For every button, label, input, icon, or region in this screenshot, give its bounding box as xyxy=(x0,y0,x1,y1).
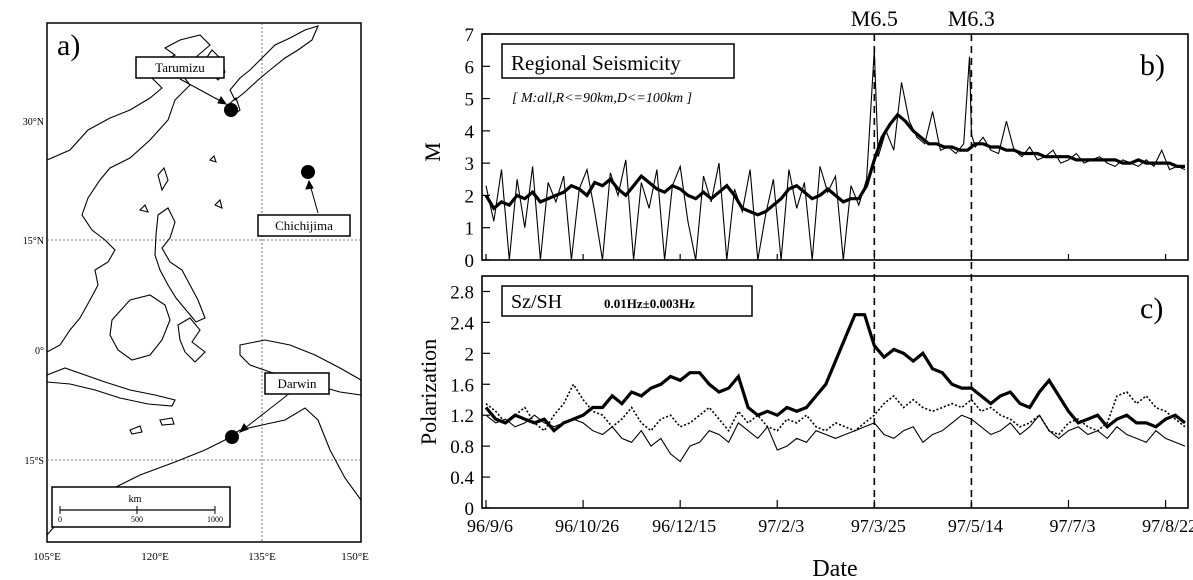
x-tick-label: 97/3/25 xyxy=(851,516,906,536)
chart-c-xlabel: Date xyxy=(812,556,857,580)
chart-c-title-box xyxy=(501,285,753,317)
lon-label-135E: 135°E xyxy=(248,551,276,563)
lon-label-105E: 105°E xyxy=(33,551,61,563)
y-tick-label-c: 0.8 xyxy=(450,437,474,458)
lat-label-0: 0° xyxy=(35,346,44,357)
y-tick-label-c: 1.6 xyxy=(450,375,474,396)
event-label: M6.3 xyxy=(948,6,995,31)
chart-c-y-axis: 0 0.4 0.8 1.2 1.6 2 2.4 2.8 xyxy=(450,282,490,520)
lat-label-30N: 30°N xyxy=(23,117,44,128)
station-callout-arrows xyxy=(179,78,319,433)
chart-b-title: Regional Seismicity xyxy=(511,51,681,75)
station-marker-tarumizu xyxy=(224,103,238,117)
lon-label-120E: 120°E xyxy=(141,551,169,563)
event-label: M6.5 xyxy=(851,6,898,31)
y-tick-label-b: 6 xyxy=(465,57,475,78)
station-box-darwin xyxy=(264,372,330,395)
station-label-chichijima: Chichijima xyxy=(275,218,333,233)
y-tick-label-c: 1.2 xyxy=(450,406,474,427)
lat-label-15N: 15°N xyxy=(23,236,44,247)
series-line-b-bold xyxy=(484,112,1185,217)
station-label-tarumizu: Tarumizu xyxy=(155,60,205,75)
scale-bar-label-0: 0 xyxy=(58,515,62,524)
panel-label-b: b) xyxy=(1140,49,1165,82)
map-frame xyxy=(46,22,362,543)
panel-label-a: a) xyxy=(57,29,80,62)
y-tick-label-b: 7 xyxy=(465,25,475,46)
lon-label-150E: 150°E xyxy=(341,551,369,563)
series-line-c-bold xyxy=(484,313,1186,433)
y-tick-label-c: 2 xyxy=(465,344,475,365)
station-marker-darwin xyxy=(225,430,239,444)
chart-b-series xyxy=(484,50,1186,261)
map-panel: Tarumizu Chichijima Darwin km 0 500 1000… xyxy=(23,22,369,563)
chart-b-subtitle: [ M:all,R<=90km,D<=100km ] xyxy=(512,91,692,106)
station-box-tarumizu xyxy=(135,56,225,79)
chart-b-ylabel: M xyxy=(420,142,445,162)
y-tick-label-c: 2.8 xyxy=(450,282,474,303)
y-tick-label-b: 5 xyxy=(465,90,475,111)
scale-bar-box xyxy=(51,486,231,528)
x-tick-label: 97/8/22 xyxy=(1142,516,1193,536)
y-tick-label-b: 1 xyxy=(465,219,475,240)
scale-bar-unit: km xyxy=(129,494,142,505)
series-line-b-thin xyxy=(485,50,1186,261)
x-tick-label: 97/7/3 xyxy=(1049,516,1095,536)
station-box-chichijima xyxy=(257,214,351,237)
y-tick-label-c: 2.4 xyxy=(450,313,474,334)
x-tick-label: 97/2/3 xyxy=(758,516,804,536)
y-tick-label-b: 4 xyxy=(465,122,475,143)
chart-c-frame xyxy=(481,275,1189,509)
y-tick-label-c: 0.4 xyxy=(450,468,474,489)
series-line-c-dotted xyxy=(485,382,1186,436)
chart-b-title-box xyxy=(501,43,735,79)
station-label-darwin: Darwin xyxy=(278,376,317,391)
chart-c-ylabel: Polarization xyxy=(416,339,441,445)
event-lines: M6.5 M6.3 xyxy=(851,6,995,508)
charts-panel: 0 1 2 3 4 5 6 7 0 0.4 0.8 1.2 1.6 2 2.4 2.8 96/9/6 96/1… xyxy=(416,6,1193,580)
x-tick-label: 96/9/6 xyxy=(467,516,513,536)
chart-c-series xyxy=(484,313,1186,463)
x-tick-label: 96/12/15 xyxy=(652,516,716,536)
x-tick-label: 96/10/26 xyxy=(555,516,619,536)
scale-bar-label-500: 500 xyxy=(131,515,143,524)
station-marker-chichijima xyxy=(301,165,315,179)
y-tick-label-c: 0 xyxy=(465,499,475,520)
y-tick-label-b: 3 xyxy=(465,154,475,175)
chart-b-frame xyxy=(481,33,1189,261)
scale-bar-label-1000: 1000 xyxy=(207,515,223,524)
chart-b-y-axis: 0 1 2 3 4 5 6 7 xyxy=(465,25,490,272)
series-line-c-thin xyxy=(485,414,1186,463)
x-tick-label: 97/5/14 xyxy=(948,516,1003,536)
chart-c-subtitle: 0.01Hz±0.003Hz xyxy=(604,296,695,311)
lat-label-15S: 15°S xyxy=(24,456,44,467)
y-tick-label-b: 0 xyxy=(465,251,475,272)
chart-x-axis: 96/9/6 96/10/26 96/12/15 97/2/3 97/3/25 97/5/… xyxy=(467,254,1193,536)
panel-label-c: c) xyxy=(1140,292,1163,325)
y-tick-label-b: 2 xyxy=(465,186,475,207)
chart-c-title: Sz/SH xyxy=(511,291,562,313)
